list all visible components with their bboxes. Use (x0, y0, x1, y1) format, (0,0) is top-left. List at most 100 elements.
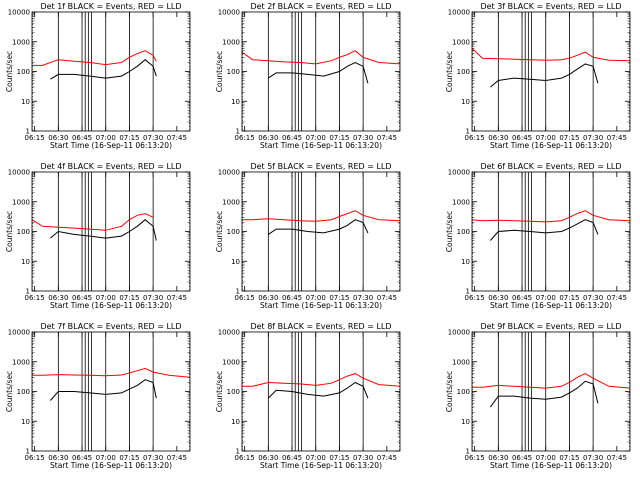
x-tick-label: 07:00 (306, 294, 326, 302)
x-tick-label: 06:15 (465, 134, 485, 142)
x-tick-label: 06:45 (282, 134, 302, 142)
y-tick-label: 10000 (448, 9, 470, 17)
y-tick-label: 10000 (448, 329, 470, 337)
x-tick-label: 07:30 (143, 134, 163, 142)
panel-title: Det 2f BLACK = Events, RED = LLD (250, 2, 391, 11)
y-tick-label: 10 (21, 258, 30, 266)
y-tick-label: 10 (21, 98, 30, 106)
x-tick-label: 06:15 (235, 454, 255, 462)
y-tick-label: 100 (17, 68, 30, 76)
x-tick-label: 07:00 (536, 134, 556, 142)
x-tick-label: 06:15 (235, 294, 255, 302)
series-line-lld (242, 210, 401, 222)
x-tick-label: 06:30 (488, 294, 508, 302)
y-tick-label: 1 (26, 128, 30, 136)
series-line-events (268, 219, 369, 235)
x-tick-label: 07:45 (167, 134, 187, 142)
x-tick-label: 07:30 (583, 454, 603, 462)
x-tick-label: 06:45 (512, 294, 532, 302)
x-tick-label: 07:15 (119, 294, 139, 302)
y-tick-label: 1000 (452, 38, 470, 46)
y-tick-label: 1 (236, 448, 240, 456)
x-tick-label: 06:45 (72, 454, 92, 462)
y-tick-label: 1 (466, 288, 470, 296)
x-tick-label: 07:30 (353, 294, 373, 302)
plot-frame (31, 171, 191, 292)
y-tick-label: 100 (227, 228, 240, 236)
x-tick-label: 06:30 (258, 454, 278, 462)
y-tick-label: 10000 (218, 169, 240, 177)
panel-det-6: Det 6f BLACK = Events, RED = LLD 1 10 100 10… (445, 162, 631, 310)
x-tick-label: 06:30 (258, 134, 278, 142)
x-tick-label: 07:45 (377, 454, 397, 462)
y-tick-label: 10000 (218, 9, 240, 17)
panel-title: Det 1f BLACK = Events, RED = LLD (40, 2, 181, 11)
y-tick-label: 100 (457, 388, 470, 396)
y-tick-label: 10 (231, 258, 240, 266)
y-tick-label: 1000 (222, 198, 240, 206)
y-tick-label: 1000 (452, 198, 470, 206)
x-tick-label: 07:45 (167, 294, 187, 302)
x-tick-label: 07:45 (607, 134, 627, 142)
x-tick-label: 07:00 (96, 134, 116, 142)
x-tick-label: 06:45 (512, 454, 532, 462)
panel-det-1: Det 1f BLACK = Events, RED = LLD 1 10 100 10… (5, 2, 191, 150)
y-tick-label: 1000 (452, 358, 470, 366)
y-tick-label: 10 (461, 418, 470, 426)
x-tick-label: 06:30 (258, 294, 278, 302)
x-tick-label: 07:15 (329, 454, 349, 462)
series-line-events (50, 219, 157, 241)
x-tick-label: 06:15 (235, 134, 255, 142)
x-axis-label: Start Time (16-Sep-11 06:13:20) (260, 461, 382, 470)
y-tick-label: 1000 (222, 358, 240, 366)
x-axis-label: Start Time (16-Sep-11 06:13:20) (490, 141, 612, 150)
x-axis-label: Start Time (16-Sep-11 06:13:20) (260, 301, 382, 310)
plot-frame (241, 171, 401, 292)
x-tick-label: 07:30 (353, 454, 373, 462)
plot-frame (471, 331, 631, 452)
series-line-lld (32, 367, 191, 378)
y-axis-label: Counts/sec (215, 371, 224, 412)
x-axis-label: Start Time (16-Sep-11 06:13:20) (50, 141, 172, 150)
x-tick-label: 07:30 (143, 454, 163, 462)
x-tick-label: 07:00 (306, 454, 326, 462)
plot-frame (31, 11, 191, 132)
y-axis-label: Counts/sec (215, 211, 224, 252)
y-tick-label: 1000 (12, 358, 30, 366)
x-axis-label: Start Time (16-Sep-11 06:13:20) (50, 301, 172, 310)
x-tick-label: 07:45 (607, 454, 627, 462)
x-tick-label: 06:15 (465, 454, 485, 462)
y-tick-label: 1000 (12, 38, 30, 46)
x-tick-label: 07:30 (353, 134, 373, 142)
x-tick-label: 07:15 (559, 294, 579, 302)
x-tick-label: 06:30 (48, 134, 68, 142)
panel-det-5: Det 5f BLACK = Events, RED = LLD 1 10 100 10… (215, 162, 401, 310)
x-tick-label: 07:00 (306, 134, 326, 142)
y-axis-label: Counts/sec (5, 371, 14, 412)
x-tick-label: 06:30 (488, 454, 508, 462)
panel-title: Det 5f BLACK = Events, RED = LLD (250, 162, 391, 171)
y-tick-label: 10000 (8, 169, 30, 177)
series-line-lld (242, 373, 401, 387)
plot-frame (241, 11, 401, 132)
y-tick-label: 10 (461, 98, 470, 106)
x-tick-label: 06:45 (72, 294, 92, 302)
y-tick-label: 10 (21, 418, 30, 426)
panel-det-9: Det 9f BLACK = Events, RED = LLD 1 10 100 10… (445, 322, 631, 470)
y-axis-label: Counts/sec (215, 51, 224, 92)
y-tick-label: 10000 (448, 169, 470, 177)
y-tick-label: 10000 (8, 329, 30, 337)
x-tick-label: 06:30 (488, 134, 508, 142)
x-tick-label: 07:00 (96, 294, 116, 302)
series-line-events (267, 381, 369, 399)
x-tick-label: 07:15 (119, 134, 139, 142)
x-tick-label: 07:45 (167, 454, 187, 462)
series-line-events (489, 380, 599, 408)
plot-frame (241, 331, 401, 452)
panel-title: Det 8f BLACK = Events, RED = LLD (250, 322, 391, 331)
x-axis-label: Start Time (16-Sep-11 06:13:20) (490, 461, 612, 470)
x-tick-label: 06:30 (48, 454, 68, 462)
plot-frame (471, 11, 631, 132)
